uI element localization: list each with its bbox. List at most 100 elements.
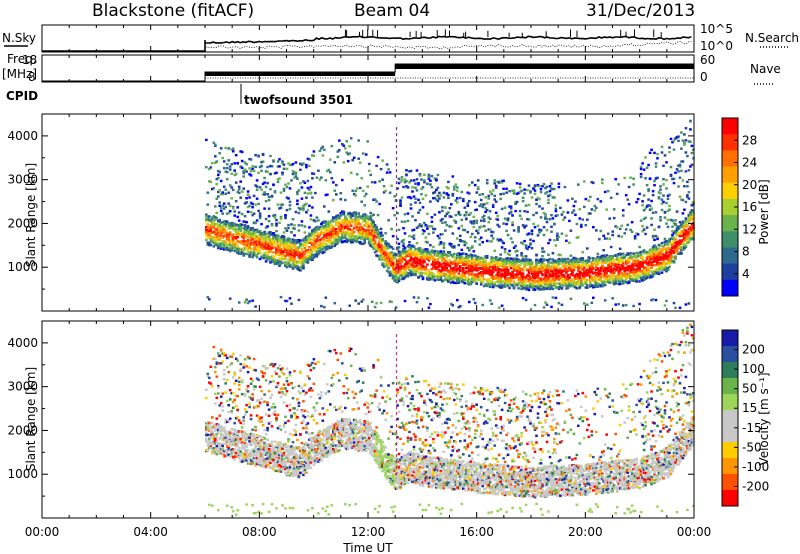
echo-cell <box>394 267 398 270</box>
echo-cell <box>506 233 510 237</box>
echo-cell <box>606 190 610 193</box>
echo-cell <box>542 288 546 291</box>
echo-cell <box>311 250 314 253</box>
echo-cell <box>276 203 280 206</box>
echo-cell <box>439 251 443 255</box>
echo-cell <box>267 238 271 241</box>
echo-cell <box>379 240 383 243</box>
echo-cell <box>399 254 402 258</box>
echo-cell <box>575 282 579 286</box>
echo-cell <box>300 258 304 261</box>
echo-cell <box>442 257 446 260</box>
echo-cell <box>509 272 513 275</box>
echo-cell <box>364 222 368 225</box>
echo-cell <box>509 260 513 263</box>
echo-cell <box>436 186 440 189</box>
echo-cell <box>224 205 227 209</box>
echo-cell <box>314 245 317 248</box>
echo-cell <box>414 270 417 273</box>
echo-cell <box>515 270 519 273</box>
echo-cell <box>285 266 289 269</box>
echo-cell <box>421 197 425 201</box>
echo-cell <box>497 258 501 262</box>
echo-cell <box>264 256 268 259</box>
echo-cell <box>459 239 462 242</box>
echo-cell <box>342 144 346 147</box>
echo-cell <box>403 268 407 271</box>
echo-cell <box>471 245 474 248</box>
echo-cell <box>433 252 437 255</box>
echo-cell <box>418 250 422 253</box>
echo-cell <box>233 222 236 226</box>
echo-cell <box>230 221 233 225</box>
echo-cell <box>520 189 523 192</box>
echo-cell <box>308 226 311 229</box>
echo-cell <box>503 277 507 281</box>
echo-cell <box>444 265 447 268</box>
echo-cell <box>430 272 434 275</box>
echo-cell <box>266 242 269 245</box>
echo-cell <box>442 279 446 282</box>
echo-cell <box>233 214 236 217</box>
echo-cell <box>451 280 455 284</box>
echo-cell <box>329 239 332 242</box>
echo-cell <box>222 228 226 231</box>
echo-cell <box>456 269 459 272</box>
echo-cell <box>269 250 272 254</box>
echo-cell <box>457 272 461 275</box>
echo-cell <box>545 258 549 262</box>
echo-cell <box>254 228 257 232</box>
echo-cell <box>535 280 538 283</box>
echo-cell <box>208 218 211 221</box>
echo-cell <box>448 225 452 228</box>
echo-cell <box>571 265 574 268</box>
echo-cell <box>562 210 565 214</box>
echo-cell <box>539 190 543 194</box>
echo-cell <box>396 277 399 280</box>
echo-cell <box>249 238 253 241</box>
echo-cell <box>366 215 369 218</box>
echo-cell <box>490 269 493 273</box>
echo-cell <box>224 170 227 173</box>
echo-cell <box>309 232 313 236</box>
echo-cell <box>439 273 443 277</box>
echo-cell <box>388 254 392 257</box>
echo-cell <box>411 215 414 218</box>
echo-cell <box>603 190 607 194</box>
echo-cell <box>530 269 534 272</box>
echo-cell <box>541 262 544 265</box>
echo-cell <box>378 250 381 253</box>
echo-cell <box>563 277 567 280</box>
echo-cell <box>406 212 410 215</box>
echo-cell <box>535 258 538 262</box>
echo-cell <box>453 259 456 263</box>
echo-cell <box>382 252 386 255</box>
echo-cell <box>367 242 371 245</box>
echo-cell <box>278 207 281 210</box>
echo-cell <box>408 245 411 249</box>
echo-cell <box>273 216 277 219</box>
echo-cell <box>479 203 483 206</box>
echo-cell <box>520 241 523 244</box>
echo-cell <box>423 268 426 271</box>
echo-cell <box>468 213 471 216</box>
echo-cell <box>230 247 233 250</box>
echo-cell <box>314 230 317 233</box>
echo-cell <box>571 211 574 214</box>
echo-cell <box>308 251 311 255</box>
echo-cell <box>491 270 495 274</box>
echo-cell <box>408 253 411 256</box>
echo-cell <box>408 259 411 262</box>
echo-cell <box>348 219 351 223</box>
echo-cell <box>228 184 232 187</box>
echo-cell <box>297 189 301 192</box>
echo-cell <box>424 224 428 227</box>
echo-cell <box>273 235 277 239</box>
echo-cell <box>524 298 528 302</box>
echo-cell <box>539 188 543 191</box>
echo-cell <box>430 174 434 178</box>
echo-cell <box>479 236 483 239</box>
echo-cell <box>427 259 431 262</box>
echo-cell <box>462 261 465 264</box>
echo-cell <box>475 221 478 225</box>
